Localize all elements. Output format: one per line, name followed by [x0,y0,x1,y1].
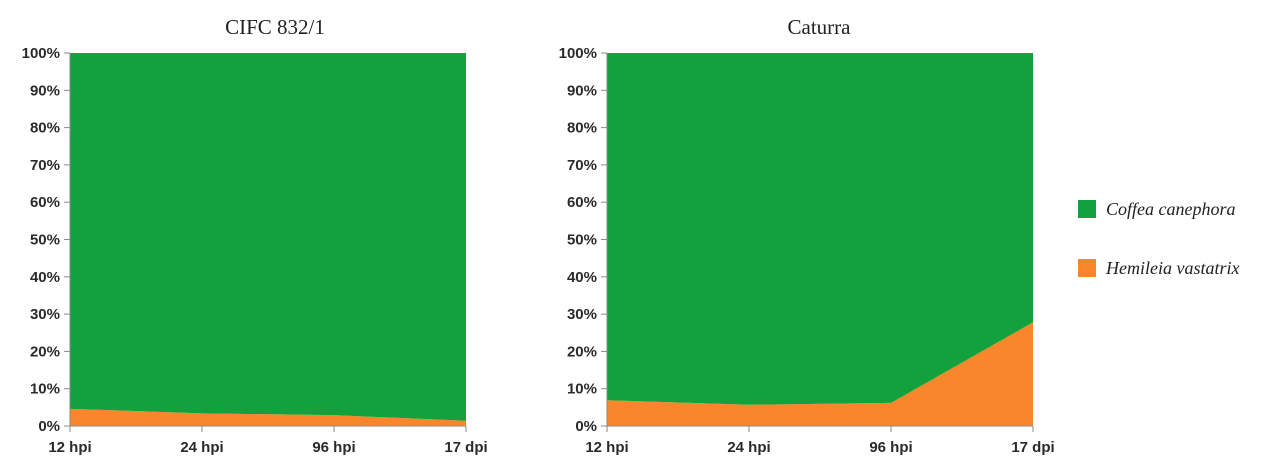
y-tick-label: 10% [567,381,597,398]
y-tick-label: 90% [30,82,60,99]
area-hemileia-vastatrix [70,408,466,426]
y-tick-label: 20% [30,343,60,360]
x-tick-label: 96 hpi [312,439,355,456]
legend-swatch [1078,200,1096,218]
y-tick-label: 70% [30,157,60,174]
x-tick-label: 24 hpi [727,439,770,456]
legend: Coffea canephora Hemileia vastatrix [1078,199,1239,278]
legend-label: Hemileia vastatrix [1105,258,1239,278]
y-tick-label: 30% [30,306,60,323]
y-tick-label: 50% [567,232,597,249]
chart-title: Caturra [788,15,852,39]
chart-panel-cifc: CIFC 832/1 0% 10% 20% 30% 40% 50% 60% 70% 80% 90%… [22,15,488,456]
legend-item-hemileia: Hemileia vastatrix [1078,258,1239,278]
x-tick-label: 96 hpi [869,439,912,456]
y-tick-label: 30% [567,306,597,323]
x-tick-label: 17 dpi [444,439,487,456]
x-tick-label: 24 hpi [180,439,223,456]
y-tick-label: 90% [567,82,597,99]
y-tick-label: 80% [567,120,597,137]
y-tick-label: 40% [567,269,597,286]
area-hemileia-vastatrix [607,322,1033,426]
y-tick-label: 20% [567,343,597,360]
y-tick-label: 100% [22,45,60,62]
x-tick-label: 12 hpi [585,439,628,456]
y-tick-label: 100% [559,45,597,62]
chart-panel-caturra: Caturra 0% 10% 20% 30% 40% 50% 60% 70% 80% 90% 100… [559,15,1055,456]
x-tick-label: 12 hpi [48,439,91,456]
area-coffea-canephora [607,53,1033,405]
y-tick-label: 0% [38,418,60,435]
x-tick-label: 17 dpi [1011,439,1054,456]
y-tick-label: 10% [30,381,60,398]
y-tick-label: 40% [30,269,60,286]
y-tick-label: 60% [30,194,60,211]
chart-title: CIFC 832/1 [225,15,325,39]
legend-label: Coffea canephora [1106,199,1235,219]
y-tick-label: 80% [30,120,60,137]
legend-swatch [1078,259,1096,277]
y-tick-label: 50% [30,232,60,249]
y-tick-label: 70% [567,157,597,174]
y-tick-label: 60% [567,194,597,211]
legend-item-coffea: Coffea canephora [1078,199,1235,219]
y-tick-label: 0% [575,418,597,435]
area-coffea-canephora [70,53,466,421]
